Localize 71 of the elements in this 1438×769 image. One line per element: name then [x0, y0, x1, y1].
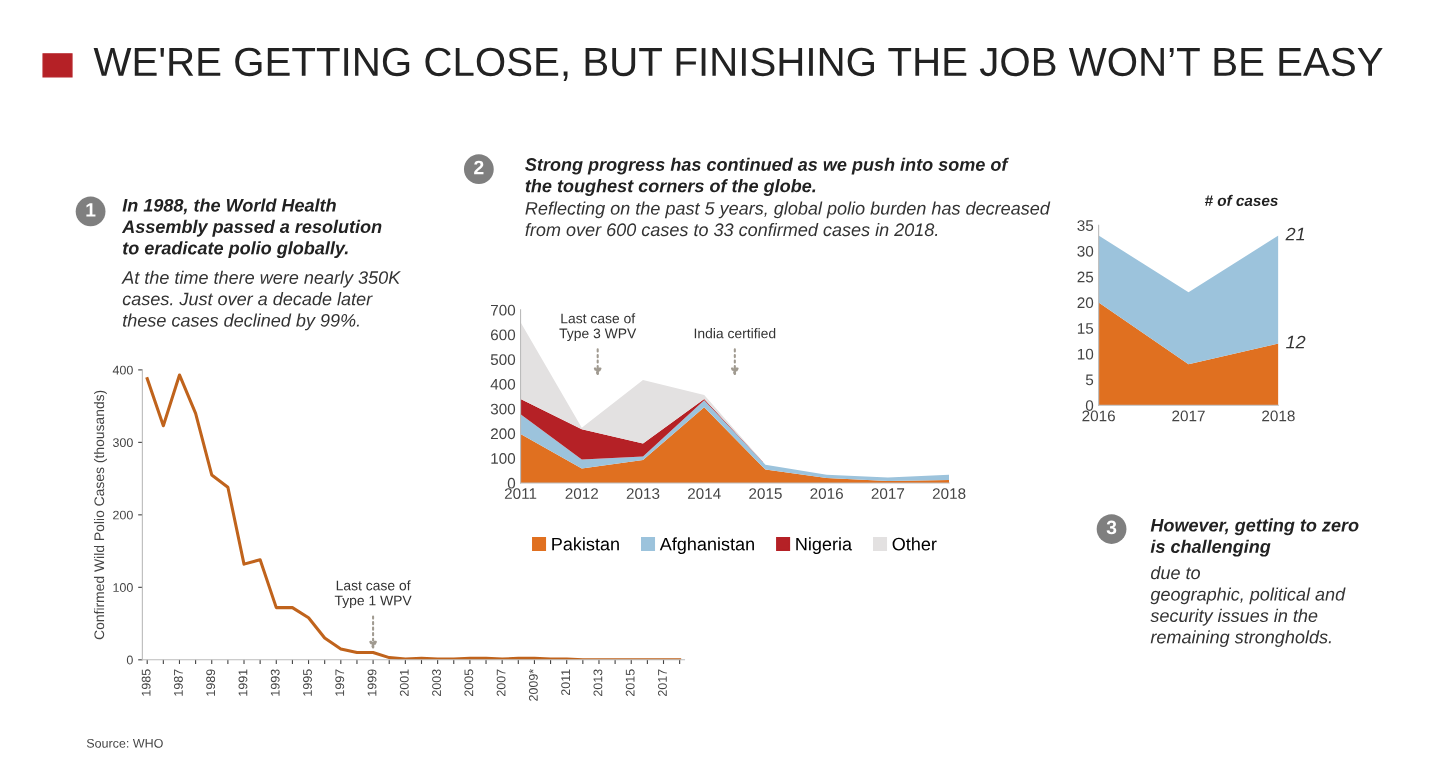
y-tick-label: 400 — [490, 378, 516, 390]
annotation: Last case of Type 1 WPV — [334, 580, 412, 609]
y-tick-label: 100 — [113, 583, 133, 592]
annotation: Last case of Type 3 WPV — [559, 313, 637, 342]
legend-label: Nigeria — [796, 537, 853, 555]
x-tick-label: 2014 — [687, 488, 721, 500]
text: However, getting to zero is challenging — [1150, 518, 1359, 557]
legend-label: Pakistan — [552, 537, 619, 551]
y-tick-label: 500 — [490, 354, 516, 366]
y-tick-label: 400 — [112, 365, 133, 375]
y-tick-label: 200 — [490, 428, 516, 440]
y-tick-label: 25 — [1077, 271, 1094, 283]
y-tick-label: 15 — [1077, 323, 1094, 334]
y-tick-label: 35 — [1077, 220, 1094, 231]
y-tick-label: 600 — [490, 329, 516, 341]
text: 2 — [474, 160, 484, 175]
y-tick-label: 30 — [1077, 245, 1094, 257]
x-tick-label: 2007 — [496, 669, 506, 697]
text: In 1988, the World Health Assembly passed a resolution to eradicate polio globally. — [121, 198, 382, 259]
x-tick-label: 2001 — [399, 669, 409, 697]
x-tick-label: 2011 — [561, 669, 571, 696]
x-tick-label: 1997 — [335, 669, 345, 696]
text: Reflecting on the past 5 years, global polio burden has decreased from over 600 cases to 33 confirmed cases in 2018. — [525, 201, 1051, 237]
legend-label: Other — [892, 537, 937, 551]
annotation: India certified — [694, 328, 776, 339]
y-tick-label: 700 — [490, 304, 516, 316]
text: 3 — [1106, 520, 1117, 535]
y-tick-label: 0 — [1085, 400, 1094, 411]
y-tick-label: 0 — [126, 655, 133, 665]
text: 1 — [86, 203, 96, 217]
chart-title: # of cases — [1204, 194, 1278, 207]
x-tick-label: 2005 — [464, 669, 474, 697]
y-tick-label: 5 — [1085, 374, 1094, 386]
x-tick-label: 2015 — [749, 488, 782, 500]
x-tick-label: 1991 — [238, 669, 248, 696]
x-tick-label: 2015 — [625, 669, 635, 697]
x-tick-label: 2003 — [432, 669, 441, 697]
x-tick-label: 2013 — [626, 488, 660, 500]
x-tick-label: 1987 — [173, 669, 183, 696]
y-tick-label: 100 — [491, 453, 516, 464]
x-tick-label: 1985 — [141, 669, 151, 696]
x-tick-label: 2017 — [1172, 410, 1205, 422]
x-tick-label: 2009* — [528, 669, 538, 701]
x-tick-label: 2016 — [1082, 410, 1115, 422]
x-tick-label: 2012 — [565, 488, 598, 500]
text: due to geographic, political and security issues in the remaining strongholds. — [1150, 565, 1346, 648]
x-tick-label: 2018 — [932, 488, 966, 500]
text: Strong progress has continued as we push into some of the toughest corners of the globe. — [525, 157, 1009, 196]
y-tick-label: 20 — [1077, 297, 1094, 309]
y-axis-title: Confirmed Wild Polio Cases (thousands) — [93, 390, 107, 640]
data-label: 12 — [1286, 335, 1306, 349]
text: At the time there were nearly 350K cases. Just over a decade later these cases declined by 99%. — [121, 270, 401, 331]
legend-label: Afghanistan — [659, 537, 754, 555]
x-tick-label: 2017 — [871, 488, 905, 500]
x-tick-label: 1999 — [367, 669, 377, 696]
x-tick-label: 1993 — [270, 669, 280, 696]
y-tick-label: 0 — [507, 477, 516, 489]
y-tick-label: 300 — [112, 438, 133, 448]
chart-title: WE'RE GETTING CLOSE, BUT FINISHING THE JOB WON’T BE EASY — [93, 47, 1383, 81]
x-tick-label: 1989 — [206, 669, 216, 696]
x-tick-label: 2018 — [1262, 410, 1295, 422]
x-tick-label: 2016 — [810, 488, 843, 500]
y-tick-label: 200 — [113, 510, 133, 520]
x-tick-label: 1995 — [303, 669, 312, 696]
y-tick-label: 300 — [490, 403, 516, 415]
x-tick-label: 2013 — [593, 669, 603, 697]
source-note: Source: WHO — [86, 738, 163, 748]
x-tick-label: 2011 — [504, 488, 537, 500]
data-label: 21 — [1285, 227, 1305, 241]
y-tick-label: 10 — [1077, 348, 1094, 360]
x-tick-label: 2017 — [658, 669, 667, 697]
